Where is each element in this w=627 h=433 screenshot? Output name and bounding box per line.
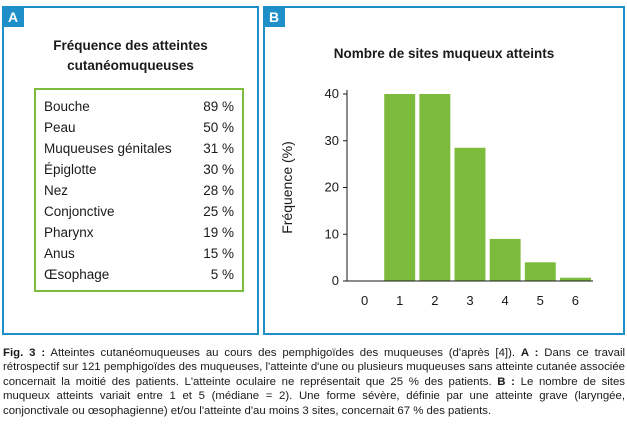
panel-a: A Fréquence des atteintes cutanéomuqueus…: [2, 6, 259, 335]
panel-a-letter: A: [2, 6, 24, 27]
row-value: 5 %: [210, 267, 234, 282]
table-row: Œsophage 5 %: [44, 264, 234, 285]
panel-a-title-line2: cutanéomuqueuses: [67, 58, 194, 73]
chart-title: Nombre de sites muqueux atteints: [333, 46, 555, 61]
row-value: 30 %: [203, 162, 234, 177]
bar-chart: 0 10 20 30 40 0 1 2 3 4 5 6 Fréquence (%): [279, 86, 593, 308]
y-tick-label: 20: [325, 180, 339, 195]
y-tick-label: 30: [325, 133, 339, 148]
row-label: Œsophage: [44, 267, 110, 282]
x-tick-label: 5: [537, 293, 544, 308]
row-label: Nez: [44, 183, 69, 198]
panel-a-title: Fréquence des atteintes cutanéomuqueuses: [4, 36, 257, 76]
row-value: 31 %: [203, 141, 234, 156]
bar-3: [454, 147, 486, 281]
x-tick-label: 1: [396, 293, 403, 308]
row-value: 50 %: [203, 120, 234, 135]
y-tick-label: 0: [332, 273, 339, 288]
row-label: Bouche: [44, 99, 90, 114]
bar-4: [489, 238, 521, 281]
bar-1: [384, 94, 416, 281]
table-row: Peau 50 %: [44, 117, 234, 138]
caption-fig-label: Fig. 3 :: [3, 347, 46, 359]
row-value: 28 %: [203, 183, 234, 198]
row-label: Épiglotte: [44, 162, 97, 177]
caption-b-text: Le nombre de sites muqueux atteints vari…: [3, 375, 625, 417]
row-value: 15 %: [203, 246, 234, 261]
row-value: 25 %: [203, 204, 234, 219]
table-row: Conjonctive 25 %: [44, 201, 234, 222]
panel-a-title-line1: Fréquence des atteintes: [53, 38, 208, 53]
row-label: Peau: [44, 120, 76, 135]
row-value: 89 %: [203, 99, 234, 114]
panel-b-letter: B: [263, 6, 285, 27]
x-tick-label: 4: [502, 293, 509, 308]
frequency-table: Bouche 89 % Peau 50 % Muqueuses génitales 31 …: [34, 88, 244, 292]
caption-b-label: B :: [497, 375, 515, 388]
caption-intro: Atteintes cutanéomuqueuses au cours des …: [45, 347, 521, 359]
table-row: Pharynx 19 %: [44, 222, 234, 243]
x-tick-label: 3: [466, 293, 473, 308]
table-row: Nez 28 %: [44, 180, 234, 201]
table-row: Épiglotte 30 %: [44, 159, 234, 180]
row-value: 19 %: [203, 225, 234, 240]
row-label: Pharynx: [44, 225, 94, 240]
figure-caption: Fig. 3 : Atteintes cutanéomuqueuses au c…: [3, 346, 625, 418]
caption-a-label: A :: [520, 347, 539, 359]
y-tick-label: 40: [325, 86, 339, 101]
y-axis-label: Fréquence (%): [279, 141, 295, 234]
row-label: Conjonctive: [44, 204, 115, 219]
y-tick-label: 10: [325, 226, 339, 241]
x-tick-label: 6: [572, 293, 579, 308]
bar-2: [419, 94, 451, 281]
caption-a-text: Dans ce travail rétrospectif sur 121 pem…: [3, 347, 626, 388]
row-label: Anus: [44, 246, 75, 261]
table-row: Bouche 89 %: [44, 96, 234, 117]
panel-b: B Nombre de sites muqueux atteints 0 10 20…: [263, 6, 625, 335]
bar-6: [559, 277, 591, 281]
row-label: Muqueuses génitales: [44, 141, 172, 156]
table-row: Anus 15 %: [44, 243, 234, 264]
bar-5: [524, 262, 556, 281]
x-tick-label: 2: [431, 293, 438, 308]
x-tick-label: 0: [361, 293, 368, 308]
table-row: Muqueuses génitales 31 %: [44, 138, 234, 159]
